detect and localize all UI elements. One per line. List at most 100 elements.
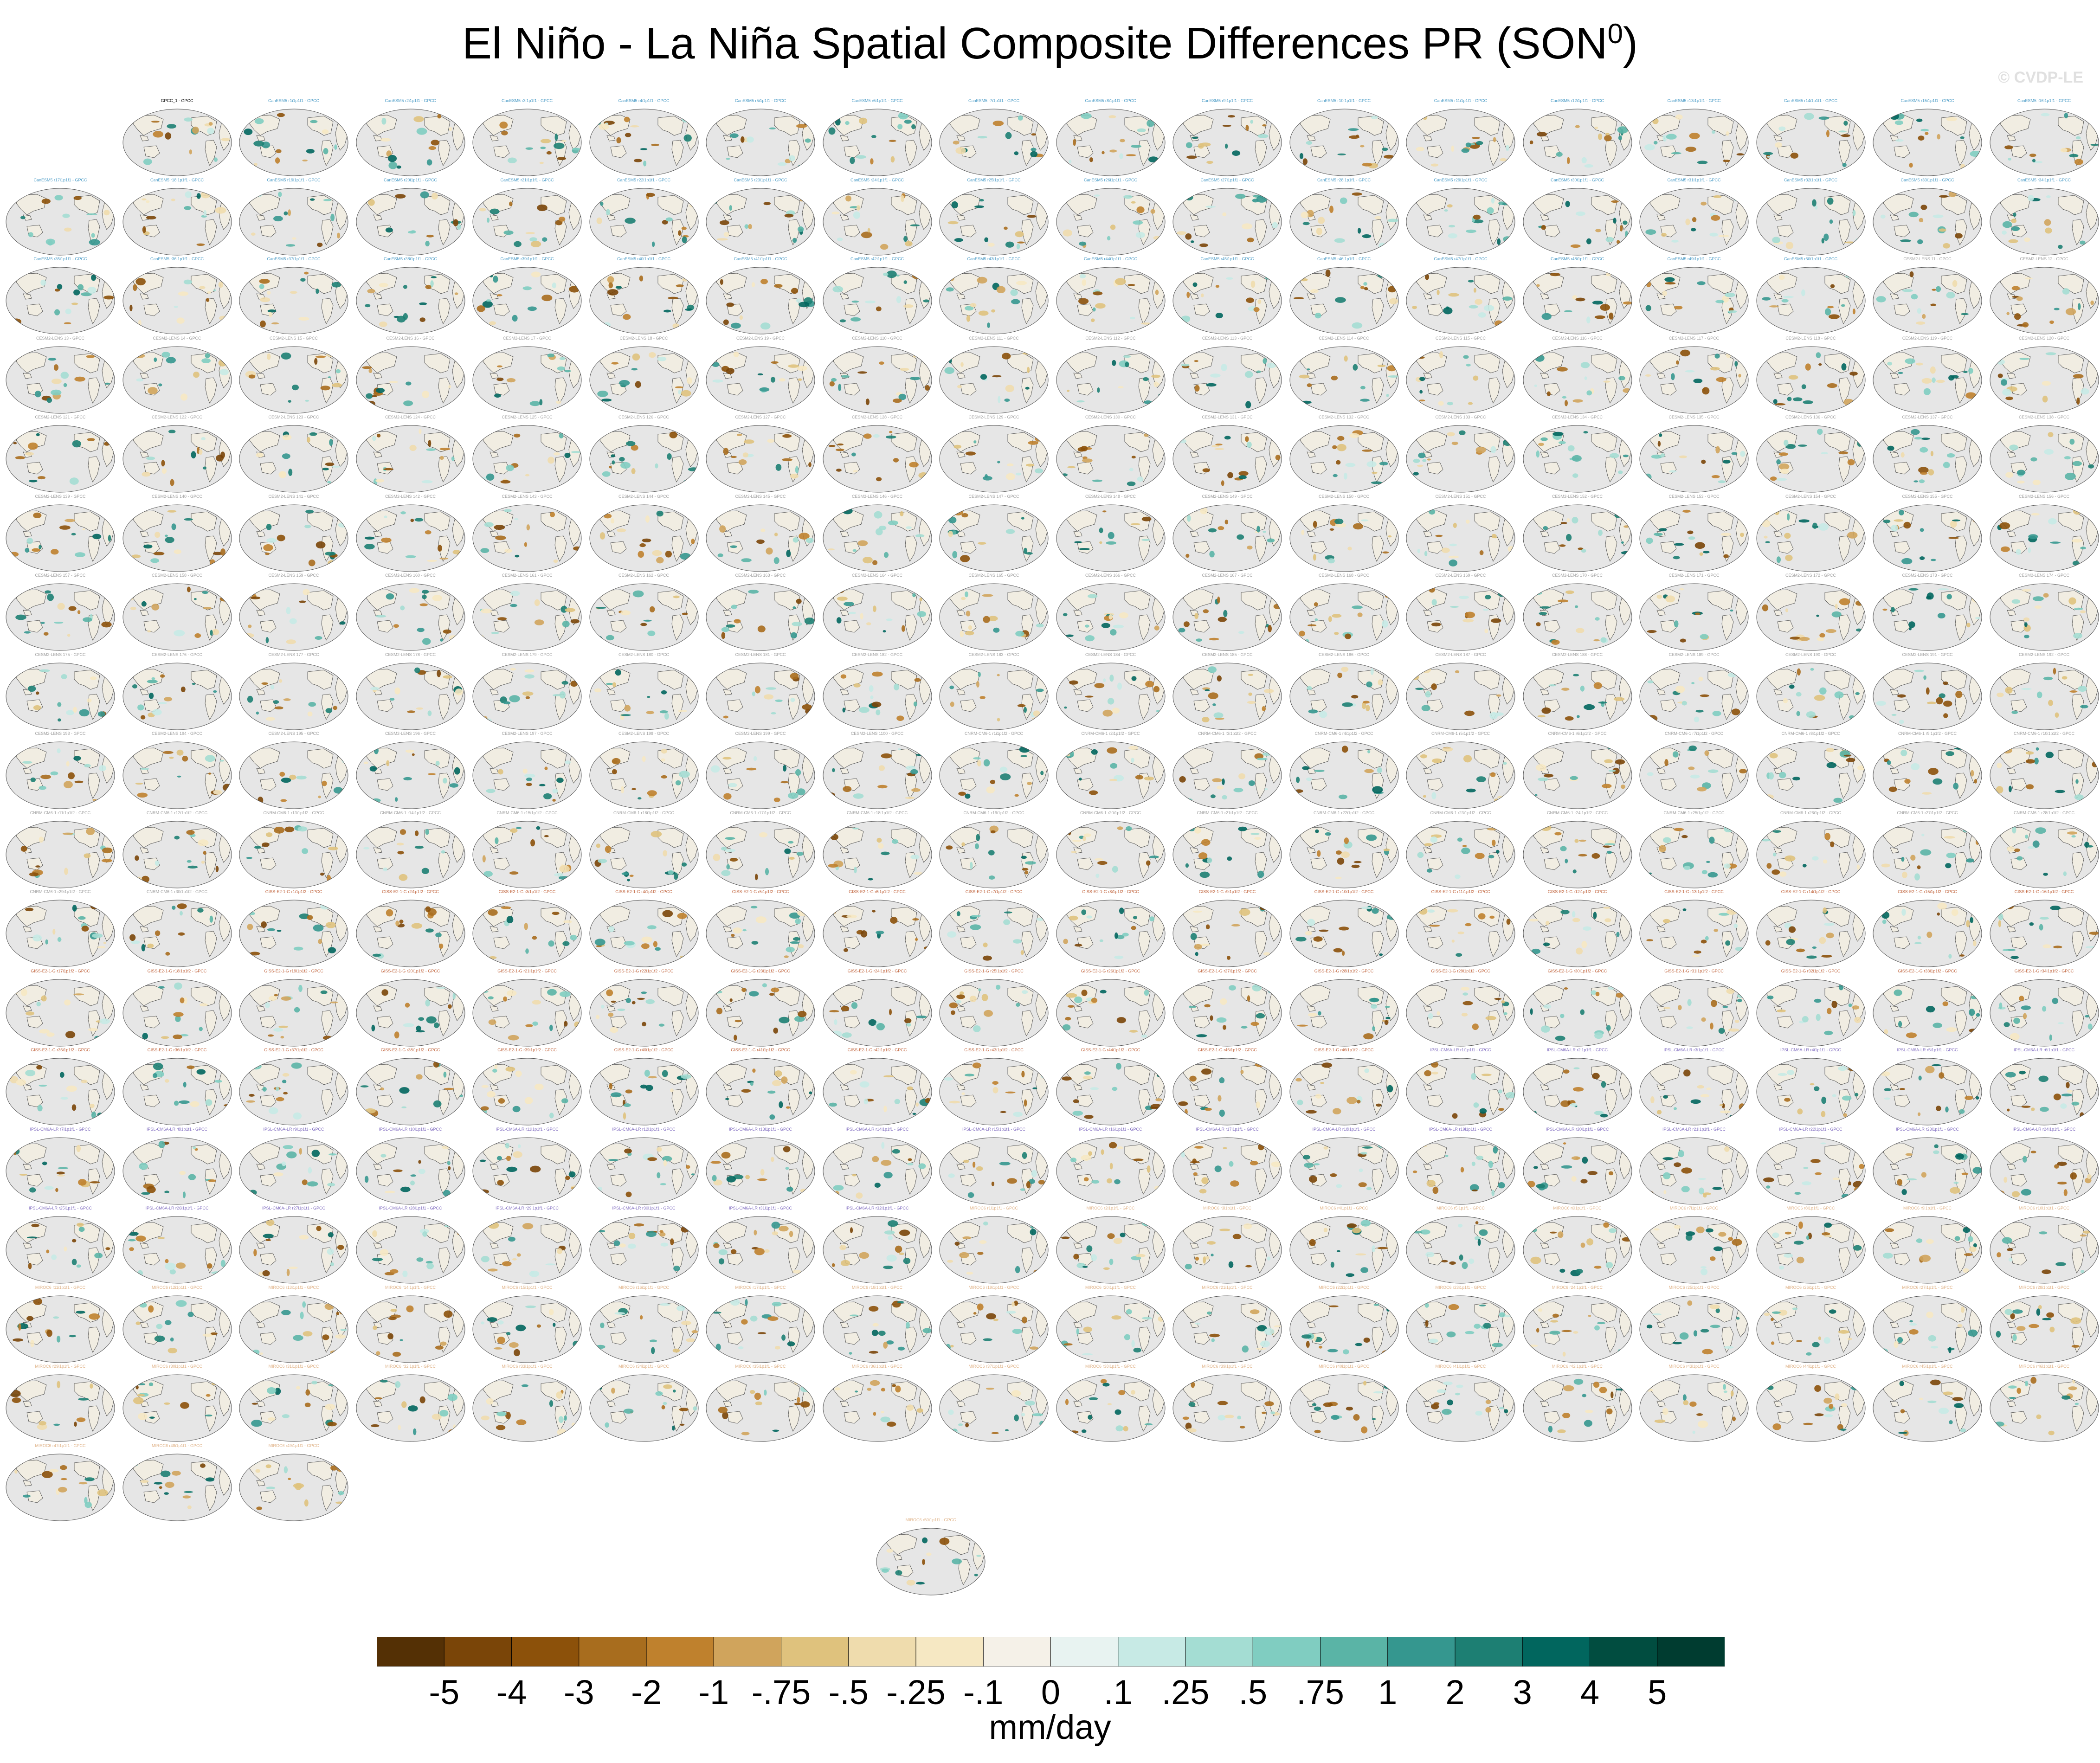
precip-anomaly-blob	[1386, 393, 1389, 397]
precip-anomaly-blob	[166, 356, 176, 363]
precip-anomaly-blob	[92, 534, 102, 539]
precip-anomaly-blob	[1447, 401, 1453, 405]
precip-anomaly-blob	[167, 124, 176, 129]
map-panel: CESM2-LENS 171 - GPCC	[1638, 573, 1750, 652]
map-panel-title: CESM2-LENS 155 - GPCC	[1902, 494, 1953, 499]
map-globe	[239, 188, 348, 255]
precip-anomaly-blob	[629, 874, 634, 877]
precip-anomaly-blob	[1736, 153, 1744, 156]
precip-anomaly-blob	[2060, 148, 2068, 153]
precip-anomaly-blob	[723, 448, 729, 455]
precip-anomaly-blob	[449, 783, 458, 788]
precip-anomaly-blob	[187, 860, 192, 863]
continent-outline	[1073, 214, 1082, 220]
precip-anomaly-blob	[1256, 370, 1261, 373]
precip-anomaly-blob	[1262, 124, 1267, 127]
map-globe	[1172, 504, 1282, 572]
precip-anomaly-blob	[1789, 637, 1801, 640]
precip-anomaly-blob	[64, 999, 71, 1005]
precip-anomaly-blob	[1453, 522, 1457, 528]
precip-anomaly-blob	[1769, 305, 1778, 308]
precip-anomaly-blob	[1923, 388, 1931, 395]
continent-outline	[1183, 747, 1214, 769]
continent-outline	[1423, 926, 1432, 933]
globe-border	[1639, 267, 1749, 335]
precip-anomaly-blob	[315, 636, 322, 640]
map-panel-title: CESM2-LENS 149 - GPCC	[1202, 494, 1253, 499]
map-globe	[589, 346, 698, 413]
map-globe	[6, 346, 115, 413]
precip-anomaly-blob	[66, 710, 74, 715]
precip-anomaly-blob	[2050, 906, 2061, 910]
precip-anomaly-blob	[479, 207, 486, 211]
precip-anomaly-blob	[1351, 605, 1363, 609]
precip-anomaly-blob	[1217, 785, 1224, 790]
map-globe	[939, 504, 1049, 572]
precip-anomaly-blob	[1854, 718, 1862, 723]
map-globe	[472, 109, 582, 176]
precip-anomaly-blob	[784, 955, 789, 958]
map-globe	[6, 979, 115, 1046]
precip-anomaly-blob	[1132, 220, 1143, 225]
precip-anomaly-blob	[896, 274, 899, 277]
continent-outline	[599, 589, 630, 611]
continent-outline	[1591, 669, 1617, 689]
map-panel: CESM2-LENS 13 - GPCC	[5, 336, 116, 415]
continent-outline	[610, 857, 626, 870]
precip-anomaly-blob	[504, 548, 512, 553]
precip-anomaly-blob	[2016, 470, 2025, 476]
continent-outline	[716, 906, 747, 927]
precip-anomaly-blob	[1507, 670, 1513, 673]
precip-anomaly-blob	[741, 136, 745, 143]
precip-anomaly-blob	[2034, 605, 2042, 609]
precip-anomaly-blob	[910, 854, 920, 859]
precip-anomaly-blob	[1493, 137, 1496, 142]
precip-anomaly-blob	[277, 534, 285, 541]
precip-anomaly-blob	[201, 591, 208, 594]
precip-anomaly-blob	[1762, 604, 1768, 611]
continent-outline	[774, 432, 800, 452]
precip-anomaly-blob	[1674, 306, 1683, 309]
precip-anomaly-blob	[506, 916, 514, 924]
globe-border	[6, 267, 115, 335]
precip-anomaly-blob	[1843, 399, 1854, 405]
precip-anomaly-blob	[1461, 148, 1469, 153]
precip-anomaly-blob	[726, 624, 735, 628]
map-panel: CNRM-CM6-1 r21i1p1f2 - GPCC	[1172, 811, 1283, 889]
precip-anomaly-blob	[1726, 131, 1729, 136]
precip-anomaly-blob	[949, 685, 954, 689]
precip-anomaly-blob	[2011, 710, 2018, 714]
precip-anomaly-blob	[1366, 834, 1377, 841]
precip-anomaly-blob	[396, 165, 401, 169]
continent-outline	[1894, 620, 1910, 633]
precip-anomaly-blob	[194, 633, 201, 638]
map-panel-title: GISS-E2-1-G r12i1p1f2 - GPCC	[1547, 889, 1607, 894]
map-globe	[1990, 583, 2099, 651]
precip-anomaly-blob	[103, 296, 114, 300]
precip-anomaly-blob	[1659, 845, 1666, 852]
precip-anomaly-blob	[1857, 440, 1862, 447]
precip-anomaly-blob	[32, 548, 40, 552]
precip-anomaly-blob	[2048, 699, 2053, 706]
map-panel-title: CNRM-CM6-1 r2i1p1f2 - GPCC	[1081, 731, 1140, 736]
precip-anomaly-blob	[2036, 747, 2039, 751]
precip-anomaly-blob	[1037, 508, 1040, 515]
precip-anomaly-blob	[1901, 856, 1905, 862]
precip-anomaly-blob	[1238, 773, 1246, 779]
precip-anomaly-blob	[1345, 463, 1355, 467]
precip-anomaly-blob	[1843, 121, 1848, 126]
precip-anomaly-blob	[1500, 158, 1507, 161]
precip-anomaly-blob	[1920, 447, 1928, 453]
continent-outline	[1894, 303, 1910, 316]
continent-outline	[1544, 857, 1560, 870]
continent-outline	[610, 620, 626, 633]
precip-anomaly-blob	[1084, 695, 1093, 698]
precip-anomaly-blob	[1317, 216, 1325, 224]
globe-border	[1873, 741, 1982, 809]
continent-outline	[424, 432, 450, 452]
precip-anomaly-blob	[1422, 459, 1427, 462]
precip-anomaly-blob	[383, 468, 393, 470]
precip-anomaly-blob	[918, 472, 928, 479]
precip-anomaly-blob	[2008, 239, 2018, 243]
map-panel-title: CNRM-CM6-1 r20i1p1f2 - GPCC	[1080, 810, 1141, 815]
